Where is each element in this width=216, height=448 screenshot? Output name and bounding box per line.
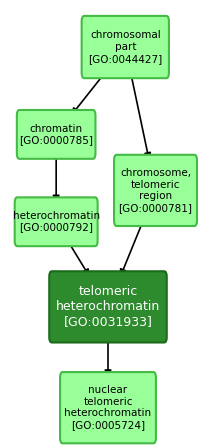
FancyBboxPatch shape [82,16,169,78]
FancyBboxPatch shape [60,372,156,444]
FancyBboxPatch shape [49,271,167,342]
Text: chromosome,
telomeric
region
[GO:0000781]: chromosome, telomeric region [GO:0000781… [119,168,192,213]
Text: telomeric
heterochromatin
[GO:0031933]: telomeric heterochromatin [GO:0031933] [56,285,160,328]
FancyBboxPatch shape [17,110,95,159]
FancyBboxPatch shape [114,155,197,226]
FancyBboxPatch shape [15,197,98,246]
Text: chromatin
[GO:0000785]: chromatin [GO:0000785] [19,124,93,145]
Text: nuclear
telomeric
heterochromatin
[GO:0005724]: nuclear telomeric heterochromatin [GO:00… [64,385,152,430]
Text: chromosomal
part
[GO:0044427]: chromosomal part [GO:0044427] [88,30,162,64]
Text: heterochromatin
[GO:0000792]: heterochromatin [GO:0000792] [13,211,100,233]
